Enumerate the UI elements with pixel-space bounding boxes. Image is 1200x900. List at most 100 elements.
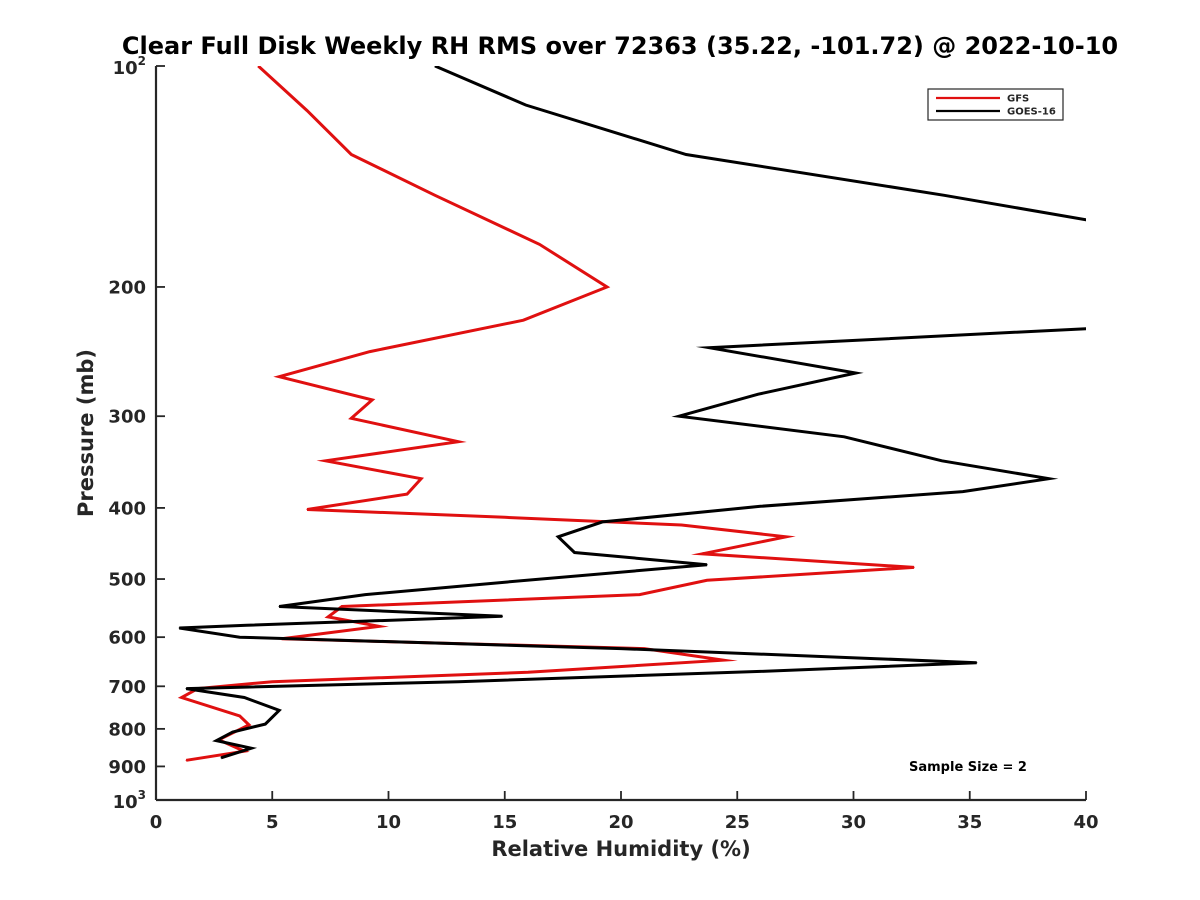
data-point-goes-16-33 bbox=[185, 688, 187, 690]
data-point-goes-16-9 bbox=[855, 372, 857, 374]
data-point-gfs-9 bbox=[371, 399, 373, 401]
data-point-gfs-16 bbox=[504, 516, 506, 518]
y-axis-label: Pressure (mb) bbox=[74, 349, 98, 517]
data-point-gfs-4 bbox=[539, 243, 541, 245]
x-tick-label: 20 bbox=[608, 812, 633, 833]
data-point-goes-16-0 bbox=[434, 66, 436, 67]
x-tick-label: 10 bbox=[376, 812, 401, 833]
data-point-goes-16-3 bbox=[943, 194, 945, 196]
data-point-goes-16-13 bbox=[941, 460, 943, 462]
data-point-goes-16-37 bbox=[232, 731, 234, 733]
data-point-gfs-12 bbox=[325, 460, 327, 462]
data-point-goes-16-25 bbox=[246, 624, 248, 626]
data-point-goes-16-7 bbox=[1085, 328, 1086, 330]
data-point-goes-16-32 bbox=[457, 681, 459, 683]
y-tick-label-power: 103 bbox=[113, 788, 146, 813]
x-tick-label: 15 bbox=[492, 812, 517, 833]
chart-title: Clear Full Disk Weekly RH RMS over 72363… bbox=[122, 32, 1118, 60]
data-point-gfs-19 bbox=[701, 553, 704, 555]
data-point-goes-16-38 bbox=[215, 740, 217, 742]
y-tick-label: 700 bbox=[108, 677, 146, 698]
data-point-gfs-13 bbox=[420, 478, 422, 480]
data-point-goes-16-19 bbox=[573, 551, 576, 554]
x-axis-label: Relative Humidity (%) bbox=[491, 837, 750, 861]
data-point-gfs-5 bbox=[606, 286, 608, 288]
series-points-gfs bbox=[181, 66, 915, 761]
data-point-gfs-25 bbox=[378, 625, 380, 628]
series-points-goes-16 bbox=[178, 66, 1086, 759]
data-point-goes-16-30 bbox=[976, 662, 978, 664]
data-point-gfs-29 bbox=[527, 671, 529, 673]
data-point-gfs-34 bbox=[248, 724, 250, 726]
data-point-goes-16-16 bbox=[759, 505, 762, 507]
data-point-goes-16-8 bbox=[708, 347, 711, 349]
data-point-gfs-6 bbox=[522, 319, 525, 321]
data-point-gfs-11 bbox=[457, 441, 459, 443]
y-tick-label: 600 bbox=[108, 628, 146, 649]
x-tick-label: 30 bbox=[841, 812, 866, 833]
data-point-gfs-37 bbox=[185, 759, 187, 761]
data-point-gfs-17 bbox=[680, 524, 683, 526]
data-point-goes-16-27 bbox=[239, 636, 241, 638]
data-point-gfs-1 bbox=[306, 110, 308, 112]
data-point-gfs-14 bbox=[406, 493, 408, 495]
data-point-gfs-28 bbox=[722, 659, 724, 661]
data-point-goes-16-14 bbox=[1048, 478, 1050, 480]
legend-label-goes-16: GOES-16 bbox=[1007, 107, 1056, 118]
data-point-goes-16-15 bbox=[962, 491, 964, 493]
data-point-gfs-0 bbox=[257, 66, 259, 67]
x-axis-ticks: 0 5 10 15 20 25 30 35 40 bbox=[150, 791, 1099, 833]
legend-label-gfs: GFS bbox=[1007, 94, 1029, 105]
y-tick-label: 500 bbox=[108, 570, 146, 591]
data-point-goes-16-31 bbox=[759, 670, 762, 673]
data-point-gfs-22 bbox=[639, 594, 641, 596]
sample-size-annotation: Sample Size = 2 bbox=[909, 760, 1027, 775]
data-point-goes-16-20 bbox=[706, 564, 708, 566]
data-point-goes-16-17 bbox=[601, 521, 604, 523]
data-point-goes-16-10 bbox=[757, 393, 759, 395]
data-point-goes-16-22 bbox=[364, 594, 366, 596]
data-point-gfs-20 bbox=[913, 566, 915, 569]
x-tick-label: 25 bbox=[725, 812, 750, 833]
data-point-gfs-21 bbox=[706, 579, 708, 581]
y-tick-label-power: 102 bbox=[113, 54, 146, 79]
data-point-gfs-3 bbox=[434, 194, 436, 196]
data-point-goes-16-12 bbox=[843, 436, 845, 438]
data-point-goes-16-4 bbox=[1085, 219, 1086, 221]
data-point-goes-16-36 bbox=[264, 723, 266, 725]
data-point-gfs-2 bbox=[350, 153, 352, 156]
x-tick-label: 35 bbox=[957, 812, 982, 833]
series-layer bbox=[177, 66, 1086, 762]
data-point-gfs-33 bbox=[239, 715, 241, 717]
legend-box bbox=[927, 88, 1064, 121]
data-point-goes-16-1 bbox=[525, 104, 527, 106]
data-point-gfs-7 bbox=[369, 351, 371, 353]
data-point-gfs-15 bbox=[306, 508, 308, 511]
data-point-goes-16-28 bbox=[620, 648, 622, 650]
data-point-goes-16-39 bbox=[250, 747, 252, 749]
data-point-goes-16-29 bbox=[876, 658, 878, 660]
y-tick-label: 300 bbox=[108, 407, 146, 428]
data-point-goes-16-18 bbox=[557, 536, 559, 538]
data-point-goes-16-35 bbox=[278, 709, 280, 712]
data-point-goes-16-34 bbox=[243, 696, 245, 699]
x-tick-label: 40 bbox=[1073, 812, 1098, 833]
legend: GFS GOES-16 bbox=[927, 88, 1064, 121]
data-point-goes-16-21 bbox=[504, 581, 506, 583]
y-axis-ticks: 200 300 400 500 600 700 800 900 102 103 bbox=[108, 54, 165, 813]
data-point-goes-16-23 bbox=[278, 605, 280, 608]
data-point-goes-16-26 bbox=[178, 627, 180, 629]
data-point-gfs-18 bbox=[785, 536, 787, 538]
data-point-gfs-23 bbox=[341, 605, 343, 608]
x-tick-label: 5 bbox=[266, 812, 279, 833]
data-point-gfs-8 bbox=[278, 376, 280, 378]
x-tick-label: 0 bbox=[150, 812, 163, 833]
data-point-gfs-30 bbox=[271, 681, 273, 683]
y-tick-label: 200 bbox=[108, 277, 146, 298]
y-tick-label: 900 bbox=[108, 757, 146, 778]
y-tick-label: 800 bbox=[108, 719, 146, 740]
data-point-goes-16-11 bbox=[678, 415, 680, 417]
data-point-gfs-32 bbox=[181, 696, 183, 699]
